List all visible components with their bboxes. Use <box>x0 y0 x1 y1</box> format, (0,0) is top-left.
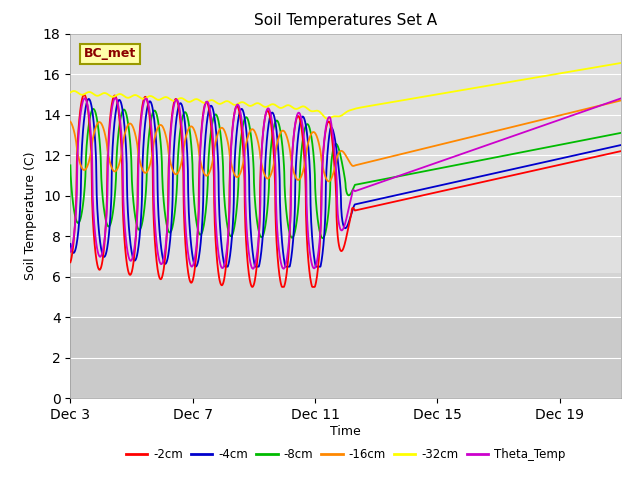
X-axis label: Time: Time <box>330 425 361 438</box>
-8cm <box>443 164 451 170</box>
Bar <box>70 317 621 398</box>
-2cm <box>184 270 192 276</box>
-4cm <box>184 189 192 195</box>
Theta_Temp <box>292 119 300 124</box>
Bar <box>70 34 621 273</box>
-16cm <box>273 144 280 150</box>
-8cm <box>67 162 74 168</box>
Text: BC_met: BC_met <box>84 48 136 60</box>
-16cm <box>325 179 333 184</box>
-32cm <box>617 60 625 66</box>
Theta_Temp <box>443 156 451 162</box>
-8cm <box>319 235 326 241</box>
-2cm <box>99 259 106 265</box>
-4cm <box>273 132 281 137</box>
-2cm <box>273 240 280 245</box>
Theta_Temp <box>617 96 625 101</box>
-4cm <box>99 251 106 256</box>
-32cm <box>273 103 280 108</box>
Theta_Temp <box>98 251 106 257</box>
Theta_Temp <box>184 251 192 257</box>
-4cm <box>617 142 625 148</box>
Line: -32cm: -32cm <box>70 63 621 119</box>
-16cm <box>617 97 625 103</box>
Line: -4cm: -4cm <box>70 99 621 267</box>
-2cm <box>443 187 451 193</box>
-4cm <box>292 170 300 176</box>
-2cm <box>292 120 300 126</box>
-8cm <box>99 189 106 195</box>
-2cm <box>81 92 88 97</box>
-16cm <box>294 177 301 183</box>
-2cm <box>617 148 625 154</box>
-16cm <box>443 140 451 146</box>
-8cm <box>291 227 299 233</box>
-2cm <box>278 284 286 290</box>
Theta_Temp <box>111 95 119 101</box>
Theta_Temp <box>249 266 257 272</box>
Theta_Temp <box>294 110 302 116</box>
-16cm <box>291 173 299 179</box>
-4cm <box>443 181 451 187</box>
Line: -2cm: -2cm <box>70 95 621 287</box>
-8cm <box>294 207 302 213</box>
Line: Theta_Temp: Theta_Temp <box>70 98 621 269</box>
-4cm <box>67 241 74 247</box>
-16cm <box>67 119 74 124</box>
Theta_Temp <box>67 249 74 254</box>
-8cm <box>617 130 625 136</box>
-2cm <box>294 113 302 119</box>
-32cm <box>291 106 299 112</box>
-16cm <box>98 122 106 128</box>
-8cm <box>273 118 280 123</box>
-16cm <box>184 128 192 133</box>
-32cm <box>98 91 106 97</box>
-2cm <box>67 259 74 265</box>
Y-axis label: Soil Temperature (C): Soil Temperature (C) <box>24 152 37 280</box>
-4cm <box>294 132 302 138</box>
Theta_Temp <box>273 221 281 227</box>
-32cm <box>324 116 332 121</box>
Legend: -2cm, -4cm, -8cm, -16cm, -32cm, Theta_Temp: -2cm, -4cm, -8cm, -16cm, -32cm, Theta_Te… <box>122 443 570 466</box>
-32cm <box>294 106 301 111</box>
Title: Soil Temperatures Set A: Soil Temperatures Set A <box>254 13 437 28</box>
-32cm <box>184 99 192 105</box>
-32cm <box>67 89 74 95</box>
-32cm <box>443 90 451 96</box>
-4cm <box>85 96 93 102</box>
Line: -16cm: -16cm <box>70 100 621 181</box>
-8cm <box>90 106 97 112</box>
-4cm <box>221 264 229 270</box>
Line: -8cm: -8cm <box>70 109 621 238</box>
-8cm <box>184 117 192 123</box>
